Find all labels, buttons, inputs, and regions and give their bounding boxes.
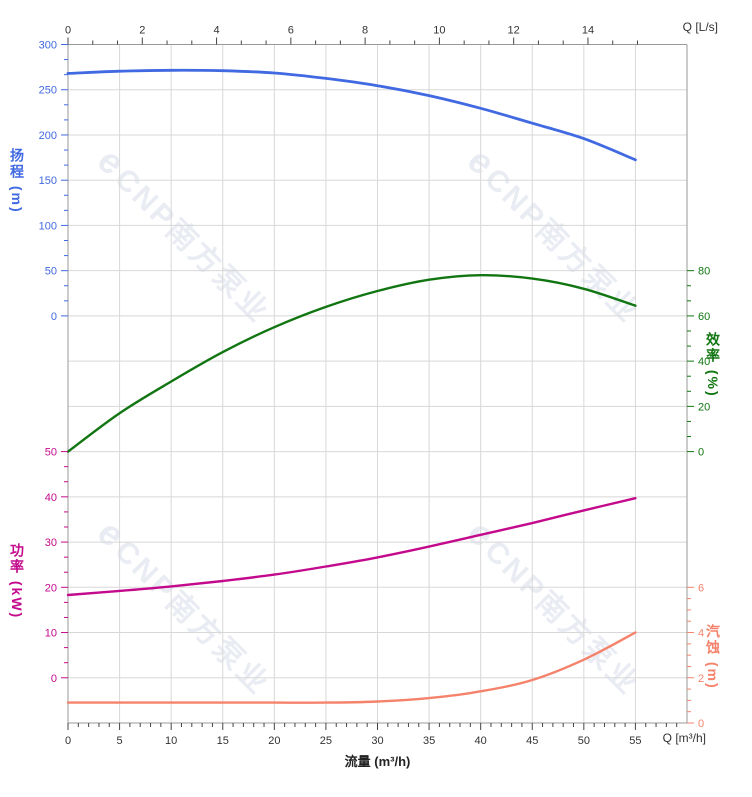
svg-text:30: 30 bbox=[45, 537, 57, 549]
npsh-axis bbox=[687, 586, 694, 724]
svg-text:6: 6 bbox=[698, 582, 704, 594]
svg-text:60: 60 bbox=[698, 311, 710, 323]
svg-text:0: 0 bbox=[51, 673, 57, 685]
svg-text:4: 4 bbox=[698, 628, 704, 640]
top-axis bbox=[67, 37, 638, 45]
axis-title-power: 功率 (kW) bbox=[9, 543, 25, 620]
svg-text:50: 50 bbox=[45, 447, 57, 459]
svg-text:100: 100 bbox=[39, 220, 57, 232]
svg-text:200: 200 bbox=[39, 130, 57, 142]
svg-text:40: 40 bbox=[698, 356, 710, 368]
axis-title-q_top: Q [L/s] bbox=[682, 20, 718, 34]
svg-text:50: 50 bbox=[578, 735, 590, 747]
axis-title-flow: 流量 (m³/h) bbox=[344, 754, 411, 769]
svg-text:20: 20 bbox=[45, 582, 57, 594]
svg-text:15: 15 bbox=[217, 735, 229, 747]
npsh-curve bbox=[66, 631, 637, 704]
svg-text:150: 150 bbox=[39, 175, 57, 187]
svg-text:2: 2 bbox=[698, 673, 704, 685]
efficiency-axis bbox=[687, 270, 694, 453]
svg-text:12: 12 bbox=[508, 25, 520, 37]
svg-text:45: 45 bbox=[526, 735, 538, 747]
svg-text:8: 8 bbox=[362, 25, 368, 37]
bottom-axis bbox=[67, 723, 678, 730]
svg-text:25: 25 bbox=[320, 735, 332, 747]
svg-text:40: 40 bbox=[475, 735, 487, 747]
svg-text:10: 10 bbox=[45, 628, 57, 640]
efficiency-curve bbox=[66, 273, 637, 453]
svg-text:5: 5 bbox=[117, 735, 123, 747]
svg-text:40: 40 bbox=[45, 492, 57, 504]
svg-text:4: 4 bbox=[213, 25, 219, 37]
svg-text:20: 20 bbox=[268, 735, 280, 747]
svg-text:20: 20 bbox=[698, 401, 710, 413]
head-axis bbox=[61, 44, 68, 317]
power-axis bbox=[61, 451, 68, 679]
axis-title-q_bottom: Q [m³/h] bbox=[662, 731, 706, 745]
svg-text:2: 2 bbox=[139, 25, 145, 37]
svg-text:300: 300 bbox=[39, 40, 57, 52]
svg-text:10: 10 bbox=[433, 25, 445, 37]
svg-text:55: 55 bbox=[629, 735, 641, 747]
axis-title-npsh: 汽蚀 (m) bbox=[705, 624, 721, 690]
svg-text:0: 0 bbox=[51, 311, 57, 323]
axis-title-head: 扬程 (m) bbox=[9, 148, 25, 214]
svg-text:10: 10 bbox=[165, 735, 177, 747]
svg-text:80: 80 bbox=[698, 266, 710, 278]
svg-text:250: 250 bbox=[39, 85, 57, 97]
svg-text:0: 0 bbox=[698, 718, 704, 730]
axis-title-efficiency: 效率 (%) bbox=[705, 332, 721, 398]
svg-text:0: 0 bbox=[65, 25, 71, 37]
svg-text:0: 0 bbox=[65, 735, 71, 747]
svg-text:14: 14 bbox=[582, 25, 594, 37]
head-curve bbox=[66, 68, 637, 162]
svg-text:6: 6 bbox=[288, 25, 294, 37]
svg-text:0: 0 bbox=[698, 447, 704, 459]
gridlines bbox=[68, 44, 687, 723]
svg-text:35: 35 bbox=[423, 735, 435, 747]
svg-text:50: 50 bbox=[45, 266, 57, 278]
svg-text:30: 30 bbox=[371, 735, 383, 747]
power-curve bbox=[66, 497, 637, 597]
